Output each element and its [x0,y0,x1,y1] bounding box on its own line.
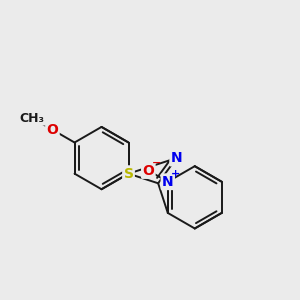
Text: N: N [162,175,174,189]
Text: +: + [171,169,181,179]
Text: S: S [124,167,134,181]
Text: O: O [46,123,58,137]
Text: O: O [142,164,154,178]
Text: CH₃: CH₃ [20,112,45,124]
Text: −: − [152,158,161,167]
Text: N: N [171,151,182,165]
